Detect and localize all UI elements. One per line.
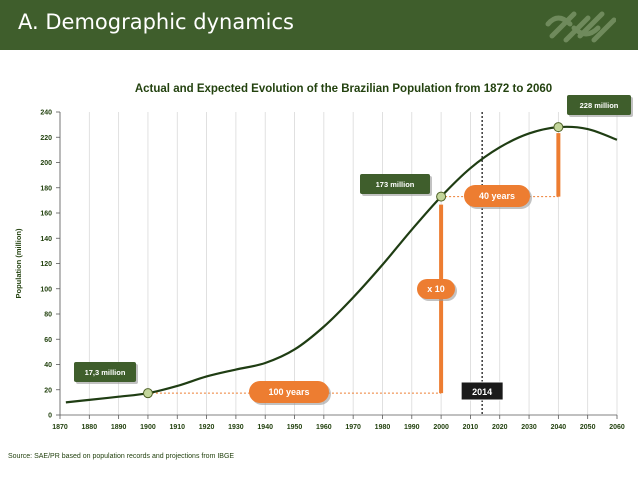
- y-tick-label: 80: [44, 312, 52, 319]
- y-tick-label: 180: [40, 185, 52, 192]
- header-bar: A. Demographic dynamics: [0, 0, 638, 50]
- population-line: [65, 125, 618, 404]
- multiplier-badge-box: [417, 279, 455, 299]
- highlight-point: [436, 191, 447, 202]
- population-chart: Actual and Expected Evolution of the Bra…: [14, 83, 633, 431]
- y-tick-label: 140: [40, 236, 52, 243]
- point-label-2000-box: [360, 174, 430, 194]
- y-tick-label: 200: [40, 160, 52, 167]
- y-tick-label: 40: [44, 362, 52, 369]
- page-title: A. Demographic dynamics: [18, 10, 294, 34]
- point-label-1900-text: 17,3 million: [85, 368, 126, 377]
- x-tick-label: 2020: [492, 424, 508, 431]
- chart-title: Actual and Expected Evolution of the Bra…: [135, 83, 552, 95]
- x-tick-label: 1900: [140, 424, 156, 431]
- x-tick-label: 1980: [375, 424, 391, 431]
- y-tick-label: 220: [40, 135, 52, 142]
- y-tick-label: 160: [40, 211, 52, 218]
- source-note: Source: SAE/PR based on population recor…: [8, 453, 235, 460]
- x-tick-label: 2060: [609, 424, 625, 431]
- highlight-point: [553, 122, 564, 133]
- point-label-2040-box: [567, 95, 631, 115]
- y-tick-label: 20: [44, 387, 52, 394]
- x-tick-label: 1990: [404, 424, 420, 431]
- x-tick-label: 1870: [52, 424, 68, 431]
- x-tick-label: 1920: [199, 424, 215, 431]
- x-tick-label: 1960: [316, 424, 332, 431]
- x-tick-label: 1970: [345, 424, 361, 431]
- reference-label-box: [460, 381, 504, 401]
- y-tick-label: 120: [40, 261, 52, 268]
- point-label-2000-text: 173 million: [376, 180, 415, 189]
- century-badge-box: [249, 381, 329, 403]
- y-tick-label: 0: [48, 413, 52, 420]
- x-tick-label: 2010: [463, 424, 479, 431]
- y-tick-label: 60: [44, 337, 52, 344]
- reference-label: 2014: [472, 387, 492, 397]
- y-tick-label: 100: [40, 286, 52, 293]
- x-tick-label: 1890: [111, 424, 127, 431]
- x-tick-label: 2040: [551, 424, 567, 431]
- x-tick-label: 1950: [287, 424, 303, 431]
- multiplier-badge-text: x 10: [427, 284, 445, 294]
- x-tick-label: 1880: [82, 424, 98, 431]
- century-badge-text: 100 years: [268, 387, 309, 397]
- highlight-point: [142, 388, 153, 399]
- x-tick-label: 1940: [257, 424, 273, 431]
- x-tick-label: 1910: [169, 424, 185, 431]
- y-tick-label: 240: [40, 110, 52, 117]
- point-label-2040-text: 228 million: [580, 101, 619, 110]
- interlocking-chain-logo-icon: [545, 11, 616, 43]
- y-axis-label: Population (million): [14, 228, 23, 298]
- x-tick-label: 2050: [580, 424, 596, 431]
- x-tick-label: 2030: [521, 424, 537, 431]
- point-label-1900-box: [74, 362, 136, 382]
- forty-years-badge-box: [464, 185, 530, 207]
- forty-years-badge-text: 40 years: [479, 191, 515, 201]
- x-tick-label: 2000: [433, 424, 449, 431]
- x-tick-label: 1930: [228, 424, 244, 431]
